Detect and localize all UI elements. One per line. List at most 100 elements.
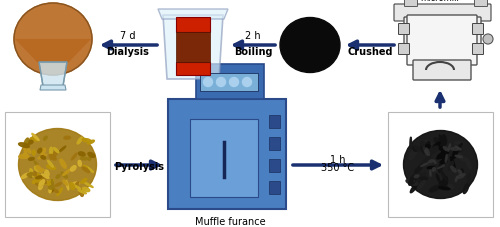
Ellipse shape xyxy=(410,184,417,193)
Circle shape xyxy=(483,34,493,44)
Ellipse shape xyxy=(78,152,85,156)
Ellipse shape xyxy=(456,176,458,182)
Ellipse shape xyxy=(38,154,46,159)
Ellipse shape xyxy=(36,176,42,179)
FancyBboxPatch shape xyxy=(404,0,417,7)
Ellipse shape xyxy=(29,172,32,178)
Ellipse shape xyxy=(439,181,444,186)
Ellipse shape xyxy=(408,176,416,185)
Ellipse shape xyxy=(42,174,49,178)
Ellipse shape xyxy=(410,175,414,183)
Ellipse shape xyxy=(456,143,462,150)
Ellipse shape xyxy=(452,148,458,158)
Ellipse shape xyxy=(430,185,440,192)
Ellipse shape xyxy=(57,188,62,195)
Ellipse shape xyxy=(459,174,465,176)
Ellipse shape xyxy=(440,135,444,148)
Ellipse shape xyxy=(438,164,442,172)
Ellipse shape xyxy=(427,166,435,169)
Ellipse shape xyxy=(28,158,34,160)
Ellipse shape xyxy=(60,159,66,168)
Text: Dialysis: Dialysis xyxy=(106,47,150,57)
Ellipse shape xyxy=(50,147,52,155)
Ellipse shape xyxy=(422,156,431,165)
Polygon shape xyxy=(39,62,67,86)
Ellipse shape xyxy=(426,161,436,171)
Ellipse shape xyxy=(425,142,430,150)
Ellipse shape xyxy=(32,133,39,140)
Ellipse shape xyxy=(458,170,462,173)
Ellipse shape xyxy=(24,146,27,156)
FancyBboxPatch shape xyxy=(196,64,264,99)
Ellipse shape xyxy=(32,178,41,183)
Ellipse shape xyxy=(72,182,80,185)
Ellipse shape xyxy=(42,177,46,184)
Ellipse shape xyxy=(52,189,59,192)
Ellipse shape xyxy=(433,160,436,163)
Ellipse shape xyxy=(27,173,32,176)
Ellipse shape xyxy=(48,180,54,185)
FancyBboxPatch shape xyxy=(5,112,110,217)
Ellipse shape xyxy=(60,146,66,152)
FancyBboxPatch shape xyxy=(269,159,280,172)
Ellipse shape xyxy=(442,135,446,146)
Ellipse shape xyxy=(80,188,84,196)
Polygon shape xyxy=(163,15,223,79)
Ellipse shape xyxy=(424,150,428,155)
Ellipse shape xyxy=(84,182,93,188)
Ellipse shape xyxy=(426,145,430,148)
Ellipse shape xyxy=(41,156,46,159)
FancyBboxPatch shape xyxy=(388,112,493,217)
Ellipse shape xyxy=(448,161,454,170)
Ellipse shape xyxy=(460,169,463,173)
Ellipse shape xyxy=(72,153,77,160)
Ellipse shape xyxy=(83,165,87,169)
FancyBboxPatch shape xyxy=(168,99,286,209)
Ellipse shape xyxy=(18,143,30,148)
FancyBboxPatch shape xyxy=(190,119,258,197)
Ellipse shape xyxy=(457,175,464,178)
Ellipse shape xyxy=(415,165,422,173)
FancyBboxPatch shape xyxy=(407,15,477,65)
Text: Boiling: Boiling xyxy=(234,47,272,57)
Ellipse shape xyxy=(451,166,456,172)
FancyBboxPatch shape xyxy=(269,181,280,194)
Ellipse shape xyxy=(429,146,438,154)
Ellipse shape xyxy=(426,148,430,155)
Ellipse shape xyxy=(32,150,35,155)
Ellipse shape xyxy=(433,142,440,148)
Ellipse shape xyxy=(22,173,30,178)
Circle shape xyxy=(204,77,212,86)
Ellipse shape xyxy=(64,136,70,139)
Ellipse shape xyxy=(44,180,48,185)
Ellipse shape xyxy=(38,148,42,153)
Ellipse shape xyxy=(63,180,68,185)
Ellipse shape xyxy=(19,155,29,158)
Ellipse shape xyxy=(49,154,56,160)
Ellipse shape xyxy=(30,169,34,177)
Ellipse shape xyxy=(84,166,94,172)
Ellipse shape xyxy=(455,142,463,144)
Circle shape xyxy=(242,77,252,86)
Ellipse shape xyxy=(74,182,79,188)
Ellipse shape xyxy=(411,179,414,182)
Ellipse shape xyxy=(414,181,423,185)
Ellipse shape xyxy=(82,167,90,173)
Ellipse shape xyxy=(41,148,46,155)
Ellipse shape xyxy=(44,136,47,140)
Ellipse shape xyxy=(30,173,32,177)
Text: 7 d: 7 d xyxy=(120,31,136,41)
Ellipse shape xyxy=(80,157,88,160)
Ellipse shape xyxy=(466,158,471,169)
Ellipse shape xyxy=(418,181,425,189)
Ellipse shape xyxy=(36,165,42,173)
Ellipse shape xyxy=(450,157,455,168)
Ellipse shape xyxy=(430,170,431,176)
Ellipse shape xyxy=(66,181,69,190)
Ellipse shape xyxy=(88,155,92,160)
Text: 350 °C: 350 °C xyxy=(322,163,354,173)
FancyBboxPatch shape xyxy=(269,137,280,150)
Text: 1 h: 1 h xyxy=(330,155,346,165)
Ellipse shape xyxy=(406,180,418,185)
Circle shape xyxy=(216,77,226,86)
